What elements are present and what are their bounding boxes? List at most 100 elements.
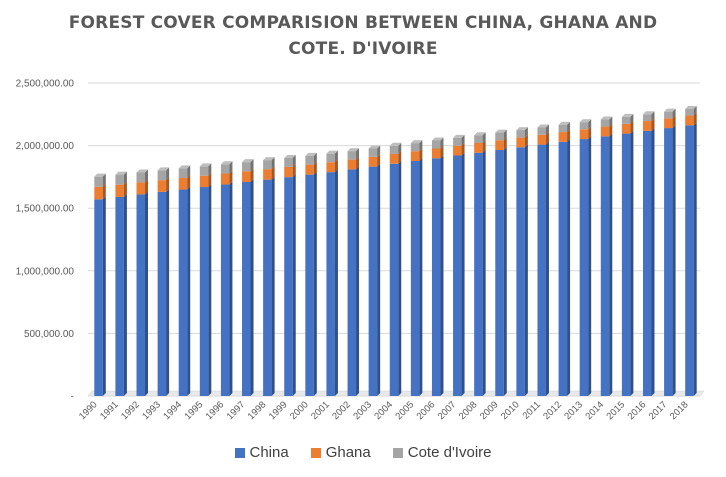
bar-side-face <box>545 141 549 396</box>
bar-segment-china <box>263 179 272 396</box>
bar-side-face <box>693 112 697 126</box>
legend-label: China <box>249 444 289 461</box>
bar-side-face <box>419 157 423 396</box>
bar-side-face <box>229 181 233 396</box>
legend-item: China <box>234 444 289 461</box>
bar-side-face <box>651 127 655 396</box>
x-tick-label: 1999 <box>267 399 290 422</box>
bar-top-face <box>136 169 149 173</box>
x-tick-label: 2011 <box>521 399 543 421</box>
bar-segment-ghana <box>642 121 652 131</box>
bar-segment-ghana <box>558 132 568 142</box>
bar-segment-cote-d-ivoire <box>157 170 167 181</box>
bar-side-face <box>419 140 423 152</box>
x-tick-label: 1997 <box>225 399 248 422</box>
bar-segment-china <box>199 187 209 396</box>
x-tick-label: 2005 <box>393 399 416 422</box>
bar-segment-ghana <box>431 148 441 159</box>
bar-segment-china <box>558 141 568 396</box>
x-tick-label: 1994 <box>161 399 184 422</box>
bar-side-face <box>166 177 170 192</box>
x-tick-label: 2017 <box>647 399 670 422</box>
bar-side-face <box>630 120 634 134</box>
x-tick-label: 2000 <box>288 399 311 422</box>
bar-segment-cote-d-ivoire <box>389 145 399 154</box>
y-tick-label: - <box>71 392 74 403</box>
bar-segment-cote-d-ivoire <box>178 168 188 179</box>
bar-top-face <box>621 113 634 117</box>
bar-segment-china <box>389 163 399 396</box>
bar-side-face <box>145 169 149 183</box>
bar-segment-ghana <box>664 118 673 129</box>
bar-side-face <box>567 138 571 396</box>
bar-side-face <box>672 125 676 397</box>
bar-segment-china <box>220 184 230 396</box>
x-tick-label: 2002 <box>330 399 353 422</box>
bar-top-face <box>410 140 423 144</box>
bar-top-face <box>642 111 655 115</box>
bar-side-face <box>482 132 486 143</box>
bar-segment-cote-d-ivoire <box>558 124 568 133</box>
bar-top-face <box>664 108 676 112</box>
bar-side-face <box>440 155 444 396</box>
bar-side-face <box>313 152 317 165</box>
bar-segment-ghana <box>621 123 631 134</box>
x-tick-label: 1991 <box>98 399 121 422</box>
bar-segment-china <box>600 136 610 396</box>
bar-side-face <box>356 148 360 160</box>
bar-side-face <box>123 193 127 396</box>
bar-segment-china <box>284 177 293 396</box>
bar-segment-cote-d-ivoire <box>410 143 420 152</box>
bar-top-face <box>115 171 127 175</box>
bar-side-face <box>123 181 127 197</box>
y-tick-label: 1,500,000.00 <box>16 204 75 215</box>
bar-top-face <box>495 129 507 133</box>
bar-side-face <box>208 184 212 396</box>
bar-segment-china <box>431 158 441 396</box>
bar-side-face <box>250 159 254 172</box>
bar-side-face <box>166 167 170 181</box>
bar-side-face <box>503 129 507 141</box>
bar-side-face <box>102 173 106 187</box>
bar-segment-china <box>474 152 483 396</box>
bar-side-face <box>398 142 402 154</box>
bar-side-face <box>334 159 338 173</box>
bar-top-face <box>178 165 191 169</box>
bar-side-face <box>313 171 317 396</box>
x-tick-label: 2004 <box>372 399 395 422</box>
bar-side-face <box>187 186 191 396</box>
chart-title-line-2: COTE. D'IVOIRE <box>288 39 438 59</box>
bar-side-face <box>440 145 444 159</box>
x-tick-label: 2018 <box>668 399 691 422</box>
bar-segment-ghana <box>579 129 589 140</box>
bar-side-face <box>208 172 212 188</box>
x-tick-label: 1993 <box>140 399 163 422</box>
bar-segment-cote-d-ivoire <box>305 155 314 165</box>
bar-side-face <box>377 163 381 396</box>
bar-side-face <box>292 174 296 396</box>
bar-segment-china <box>136 194 146 396</box>
legend-item: Ghana <box>310 444 371 461</box>
chart-legend: China Ghana Cote d'Ivoire <box>0 444 726 461</box>
bar-side-face <box>567 129 571 142</box>
bar-side-face <box>567 121 571 133</box>
bar-segment-cote-d-ivoire <box>136 172 146 183</box>
bar-segment-ghana <box>305 164 314 175</box>
bar-segment-cote-d-ivoire <box>220 164 230 174</box>
bar-segment-cote-d-ivoire <box>600 119 610 127</box>
bar-top-face <box>284 154 296 158</box>
bar-segment-ghana <box>284 166 293 178</box>
bar-side-face <box>672 108 676 119</box>
legend-label: Cote d'Ivoire <box>407 444 492 461</box>
bar-segment-china <box>410 160 420 396</box>
bar-side-face <box>524 134 528 148</box>
bar-side-face <box>588 119 592 130</box>
bar-side-face <box>145 191 149 396</box>
bar-side-face <box>651 118 655 131</box>
bar-segment-cote-d-ivoire <box>516 130 525 138</box>
bar-segment-china <box>537 144 546 396</box>
bar-side-face <box>398 160 402 396</box>
x-tick-label: 2001 <box>309 399 332 422</box>
bar-segment-china <box>347 169 357 396</box>
bar-segment-china <box>642 130 652 396</box>
